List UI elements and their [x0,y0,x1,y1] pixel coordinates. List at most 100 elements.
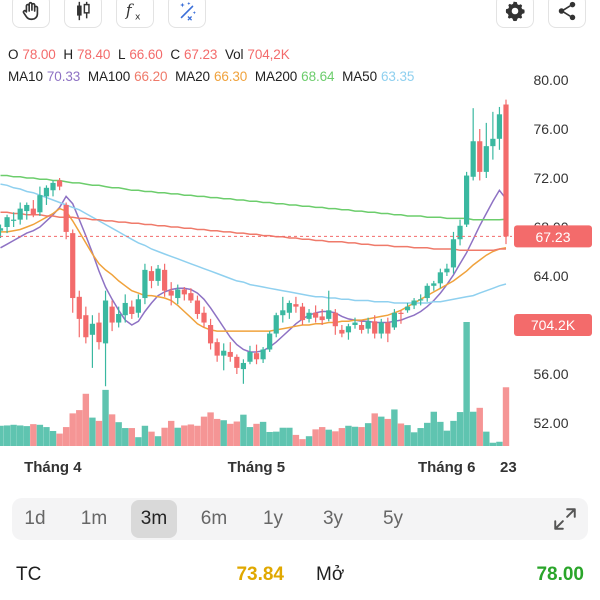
open-price-row: Mở 78.00 [316,560,584,590]
open-price-value: 78.00 [536,564,584,585]
share-button[interactable] [548,0,586,28]
volume-bar [227,423,234,446]
volume-bar [16,425,24,446]
candle-body [424,285,430,299]
expand-icon[interactable] [552,506,578,532]
volume-bar [23,426,30,446]
candle-body [306,312,312,319]
volume-bar [207,412,214,446]
volume-bar [141,425,149,446]
candle-body [221,350,227,356]
candle-body [313,312,319,318]
volume-bar [378,416,385,446]
candle-body [273,315,279,334]
volume-bar [76,410,83,446]
candle-body [168,290,174,296]
candle-body [155,268,161,281]
drag-tool-button[interactable] [12,0,50,28]
candle-body [431,283,437,286]
high-value: 78.40 [77,47,111,62]
volume-bar [430,411,437,446]
period-1y[interactable]: 1y [262,508,284,529]
volume-bar [115,422,122,446]
x-tick-label: 23 [500,459,517,476]
chart-type-button[interactable] [64,0,102,28]
candle-body [490,138,496,147]
candle-body [418,299,424,301]
candle-body [326,310,332,319]
y-tick-label: 72.00 [533,170,568,186]
ma10-label: MA10 [8,69,43,84]
candle-body [247,351,253,362]
ma-legend: MA10 70.33 MA100 66.20 MA20 66.30 MA200 68.6… [8,69,418,84]
function-icon: f x [125,2,141,22]
volume-bar [259,421,267,446]
volume-bar [233,421,241,446]
volume-bar [102,389,109,446]
candle-body [378,322,384,334]
candle-body [411,300,417,306]
volume-bar [266,431,273,446]
candle-body [404,306,411,311]
volume-bar [187,424,195,446]
period-6m[interactable]: 6m [200,508,228,529]
candle-body [89,323,96,335]
y-tick-label: 56.00 [533,366,568,382]
open-value: 78.00 [22,47,56,62]
volume-bar [49,430,57,446]
volume-bar [397,423,405,446]
volume-bar [496,441,503,446]
volume-bar [135,437,142,446]
close-value: 67.23 [184,47,218,62]
price-chart[interactable]: 80.0076.0072.0068.0064.0060.0056.0052.00… [0,36,600,480]
candle-body [234,356,240,368]
candle-body [345,326,352,333]
chart-toolbar: f x [0,0,600,30]
candle-body [444,268,450,273]
candle-body [267,333,273,350]
candle-body [56,180,63,187]
volume-value: 704,2K [247,47,290,62]
period-1d[interactable]: 1d [24,508,46,529]
x-tick-label: Tháng 5 [228,459,286,476]
low-value: 66.60 [129,47,163,62]
period-5y[interactable]: 5y [382,508,404,529]
low-label: L [117,47,126,62]
candle-body [260,349,266,360]
indicators-button[interactable]: f x [116,0,154,28]
candle-body [464,175,470,225]
x-tick-label: Tháng 4 [24,459,82,476]
candle-body [253,353,260,360]
volume-bar [200,416,208,446]
volume-bar [122,428,129,446]
y-tick-label: 52.00 [533,415,568,431]
period-1m[interactable]: 1m [80,508,108,529]
last-price-tag [514,225,592,248]
settings-button[interactable] [496,0,534,28]
volume-bar [325,429,332,446]
candle-body [450,239,457,268]
ma50-value: 63.35 [381,69,415,84]
candle-body [135,299,141,313]
volume-bar [10,424,17,446]
candle-body [4,217,10,227]
volume-bar [437,421,444,446]
period-3m[interactable]: 3m [131,500,177,538]
period-3y[interactable]: 3y [322,508,344,529]
volume-bar [312,429,319,446]
candlestick-icon [77,1,90,21]
volume-bar [56,433,63,446]
volume-bar [318,427,326,446]
y-tick-label: 76.00 [533,121,568,137]
volume-bar [292,434,300,446]
candle-body [391,312,397,328]
ma-line-ma20 [0,207,507,332]
volume-bar [220,420,227,446]
volume-bar [95,420,103,446]
candle-body [201,312,207,323]
volume-bar [417,428,424,446]
volume-bar [273,431,280,446]
candle-body [299,306,306,321]
volume-bar [0,425,4,446]
auto-analysis-button[interactable] [168,0,206,28]
